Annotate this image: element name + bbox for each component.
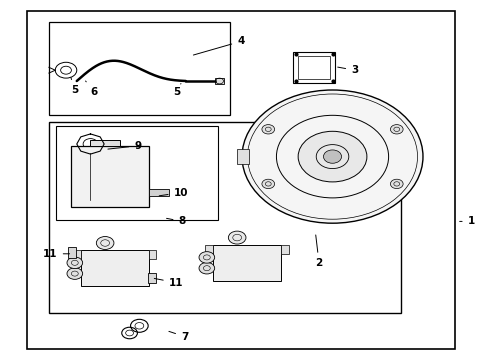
Circle shape bbox=[67, 268, 82, 279]
Circle shape bbox=[96, 237, 114, 249]
Bar bbox=[149, 250, 156, 259]
Text: 3: 3 bbox=[337, 65, 358, 75]
Circle shape bbox=[67, 257, 82, 269]
Circle shape bbox=[323, 150, 341, 163]
Bar bbox=[81, 250, 149, 286]
Text: 10: 10 bbox=[159, 188, 188, 198]
Bar bbox=[56, 126, 217, 220]
Bar bbox=[71, 146, 149, 207]
Bar bbox=[73, 250, 81, 259]
Bar bbox=[49, 22, 229, 115]
Circle shape bbox=[298, 131, 366, 182]
Bar bbox=[27, 11, 454, 349]
Text: 2: 2 bbox=[315, 235, 322, 268]
Bar bbox=[237, 149, 249, 164]
Text: 7: 7 bbox=[168, 331, 188, 342]
Circle shape bbox=[262, 125, 274, 134]
Bar bbox=[298, 56, 329, 79]
Text: 6: 6 bbox=[85, 81, 98, 97]
Circle shape bbox=[389, 125, 402, 134]
Circle shape bbox=[389, 179, 402, 189]
Bar bbox=[68, 247, 76, 258]
Text: 5: 5 bbox=[71, 77, 78, 95]
Bar bbox=[90, 140, 120, 146]
Text: 11: 11 bbox=[43, 249, 69, 259]
Text: 5: 5 bbox=[173, 84, 181, 97]
Circle shape bbox=[242, 90, 422, 223]
Circle shape bbox=[228, 231, 245, 244]
Circle shape bbox=[199, 262, 214, 274]
Bar bbox=[205, 245, 212, 254]
Text: 9: 9 bbox=[108, 141, 142, 151]
Text: 11: 11 bbox=[154, 278, 183, 288]
Bar bbox=[293, 52, 334, 83]
Bar bbox=[147, 273, 155, 283]
Text: 4: 4 bbox=[193, 36, 244, 55]
Bar bbox=[212, 245, 281, 281]
Circle shape bbox=[262, 179, 274, 189]
Circle shape bbox=[199, 252, 214, 263]
Bar bbox=[49, 122, 400, 313]
Text: 8: 8 bbox=[166, 216, 185, 226]
Bar bbox=[149, 189, 168, 196]
Text: 1: 1 bbox=[468, 216, 474, 226]
Bar bbox=[281, 245, 288, 254]
Bar bbox=[215, 78, 224, 84]
